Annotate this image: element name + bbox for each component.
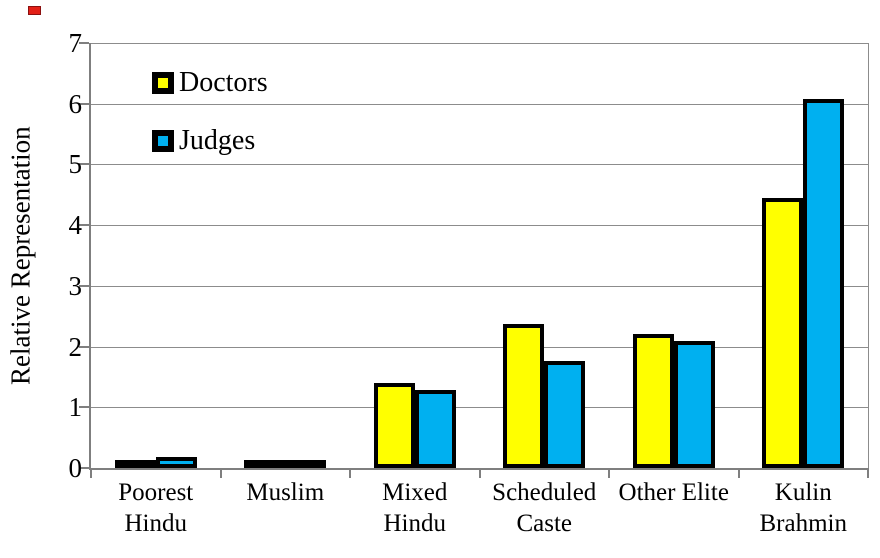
doctors-legend-swatch-icon [152, 72, 174, 94]
x-axis-label-line: Caste [516, 510, 573, 537]
x-axis-label-line: Poorest [118, 479, 194, 506]
y-tick-label: 4 [68, 210, 83, 241]
bar-doctors-4 [632, 333, 674, 468]
y-axis-line [89, 43, 91, 470]
gridline [91, 346, 868, 348]
y-tick-label: 5 [68, 149, 83, 180]
x-axis-label-line: Kulin [774, 479, 832, 506]
bar-doctors-1 [244, 460, 286, 468]
bar-judges-4 [673, 341, 715, 468]
y-tick [79, 224, 89, 227]
x-axis-label: Other Elite [609, 477, 739, 508]
gridline [91, 407, 868, 409]
doctors-legend-label: Doctors [179, 67, 268, 98]
gridline [91, 225, 868, 227]
legend: Doctors Judges [152, 67, 268, 157]
bar-judges-3 [544, 360, 586, 468]
legend-item-doctors: Doctors [152, 67, 268, 99]
x-axis-label: Poorest Hindu [91, 477, 221, 539]
bar-judges-5 [803, 99, 845, 468]
plot-area: Doctors Judges [79, 42, 869, 478]
plot-right-border [868, 43, 869, 470]
y-tick-label: 1 [68, 392, 83, 423]
bar-judges-2 [414, 390, 456, 468]
gridline [91, 285, 868, 287]
legend-item-judges: Judges [152, 125, 268, 157]
gridline [91, 164, 868, 166]
bar-judges-1 [285, 459, 327, 468]
gridline [91, 43, 868, 44]
y-tick [79, 345, 89, 348]
bar-doctors-3 [503, 323, 545, 468]
bar-judges-0 [155, 457, 197, 468]
y-tick-label: 2 [68, 331, 83, 362]
y-tick-label: 7 [68, 28, 83, 58]
x-axis-label-line: Hindu [383, 510, 447, 537]
y-tick [79, 467, 89, 469]
x-axis-label-line: Brahmin [759, 510, 848, 537]
judges-legend-swatch-icon [152, 130, 174, 152]
x-tick [478, 468, 481, 478]
x-axis-label-line: Muslim [246, 479, 325, 506]
y-tick-label: 0 [68, 453, 83, 483]
bar-doctors-5 [762, 197, 804, 468]
y-tick [79, 406, 89, 409]
judges-legend-label: Judges [179, 125, 256, 156]
x-tick [608, 468, 610, 478]
gridline [91, 103, 868, 105]
x-tick [90, 468, 92, 478]
x-axis-label-line: Mixed [382, 479, 448, 506]
bar-doctors-0 [114, 460, 156, 468]
x-axis-label: Scheduled Caste [480, 477, 610, 539]
y-tick [79, 102, 89, 105]
bar-doctors-2 [373, 383, 415, 468]
red-mark [28, 6, 41, 15]
x-axis-label-line: Other Elite [618, 479, 729, 506]
x-tick [219, 468, 222, 478]
x-axis-label: Mixed Hindu [350, 477, 480, 539]
y-tick [79, 163, 89, 166]
x-axis-label: Kulin Brahmin [739, 477, 869, 539]
y-tick-label: 3 [68, 270, 83, 301]
x-tick [737, 468, 740, 478]
x-axis-label: Muslim [221, 477, 351, 508]
x-tick [867, 468, 869, 478]
y-tick-label: 6 [68, 88, 83, 119]
x-tick [349, 468, 351, 478]
y-tick [79, 284, 89, 287]
x-axis-label-line: Hindu [124, 510, 188, 537]
y-tick [79, 42, 89, 44]
x-axis-label-line: Scheduled [492, 479, 597, 506]
